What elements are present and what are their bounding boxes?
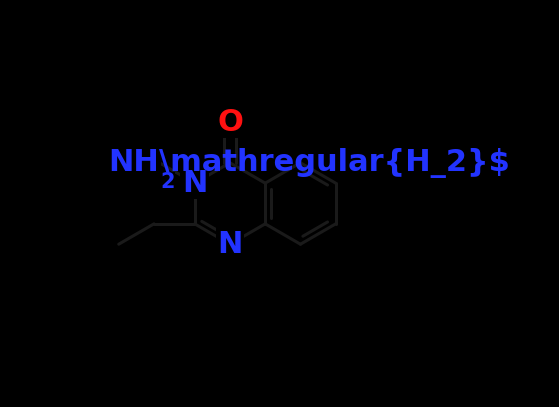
Text: \mathregular{H_2}$: \mathregular{H_2}$ xyxy=(159,148,510,178)
Text: NH: NH xyxy=(108,148,159,177)
Text: O: O xyxy=(217,107,243,137)
Text: N: N xyxy=(182,168,207,198)
Text: 2: 2 xyxy=(160,172,175,192)
Text: N: N xyxy=(217,230,243,259)
